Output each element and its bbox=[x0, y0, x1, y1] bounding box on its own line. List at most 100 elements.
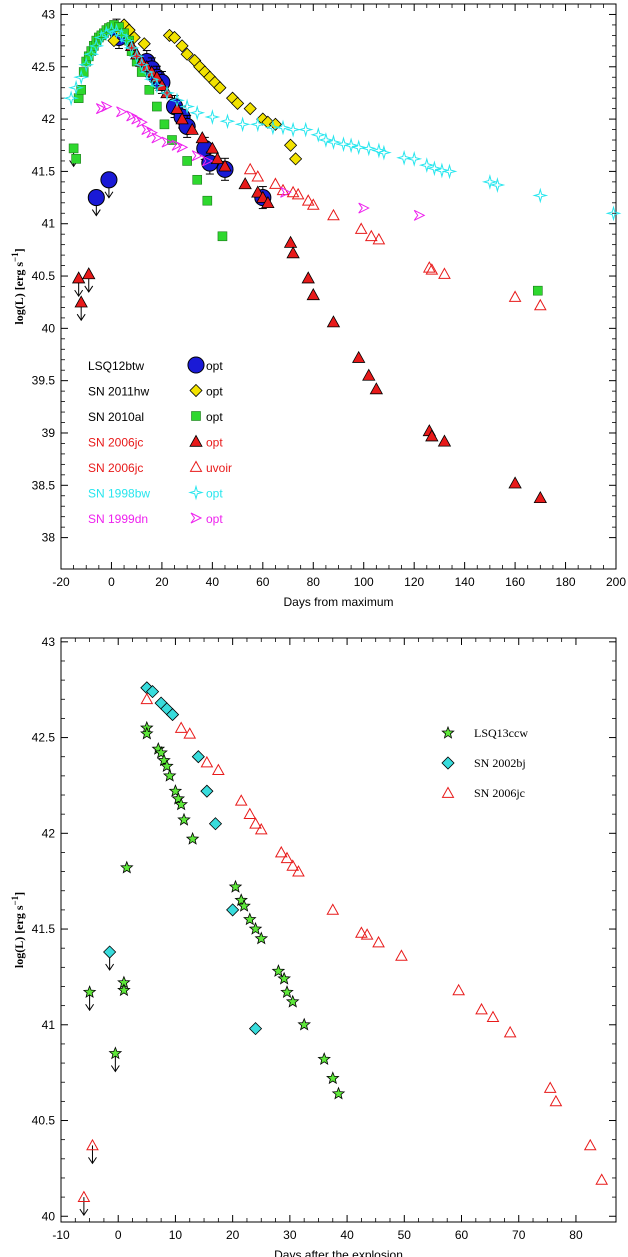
y-tick-label: 42.5 bbox=[32, 60, 56, 74]
data-point bbox=[360, 140, 377, 157]
series-2 bbox=[77, 692, 609, 1217]
data-point bbox=[437, 434, 452, 447]
data-point bbox=[182, 156, 192, 166]
data-point bbox=[218, 159, 232, 172]
data-point bbox=[280, 851, 294, 864]
data-point bbox=[362, 368, 376, 381]
x-tick-label: 160 bbox=[505, 575, 525, 589]
y-tick-label: 40.5 bbox=[32, 269, 56, 283]
data-point bbox=[151, 132, 163, 144]
data-point bbox=[243, 102, 257, 116]
data-point bbox=[355, 926, 368, 938]
data-point bbox=[486, 1010, 500, 1023]
upper-limit-arrow-head bbox=[88, 1157, 97, 1165]
data-point bbox=[283, 235, 298, 248]
legend-band: opt bbox=[206, 487, 223, 501]
upper-limit-arrow-head bbox=[84, 285, 94, 293]
legend-label: SN 2006jc bbox=[88, 436, 143, 450]
data-point bbox=[136, 116, 148, 128]
data-point bbox=[364, 229, 378, 242]
data-point bbox=[161, 136, 174, 148]
data-point bbox=[200, 784, 214, 798]
data-point bbox=[205, 141, 220, 154]
data-point bbox=[605, 205, 622, 222]
x-axis-label: Days from maximum bbox=[283, 595, 393, 609]
legend-marker bbox=[189, 460, 203, 472]
data-point bbox=[372, 935, 385, 948]
plot-frame bbox=[60, 637, 617, 1223]
data-point bbox=[120, 860, 134, 874]
data-point-upper-limit bbox=[77, 1190, 91, 1203]
data-point bbox=[280, 186, 292, 198]
data-point bbox=[325, 134, 342, 151]
x-tick-label: -10 bbox=[52, 1228, 70, 1242]
data-point bbox=[583, 1138, 597, 1151]
data-point bbox=[237, 898, 251, 912]
x-tick-label: 180 bbox=[556, 575, 576, 589]
data-point bbox=[95, 103, 108, 115]
data-point bbox=[219, 113, 236, 130]
data-point bbox=[481, 173, 498, 190]
data-point bbox=[371, 142, 387, 159]
data-point bbox=[275, 119, 291, 136]
data-point bbox=[532, 187, 549, 204]
legend-label: SN 1998bw bbox=[88, 487, 150, 501]
data-point bbox=[433, 162, 450, 179]
y-tick-label: 38 bbox=[42, 531, 56, 545]
data-point bbox=[169, 92, 185, 109]
data-point bbox=[413, 209, 426, 221]
chart-top-panel: -20 0 20 40 60 80 100 120 140 160 180 200 38 38.5 39 39… bbox=[10, 3, 626, 609]
data-point bbox=[171, 791, 186, 805]
y-tick-label: 39 bbox=[42, 426, 56, 440]
data-point-upper-limit bbox=[100, 171, 118, 189]
y-tick-label: 43 bbox=[42, 635, 56, 649]
legend-label: SN 2002bj bbox=[474, 756, 526, 770]
data-point bbox=[140, 726, 154, 740]
data-point bbox=[150, 70, 164, 83]
data-point bbox=[358, 202, 370, 214]
data-point bbox=[291, 187, 305, 200]
data-point bbox=[144, 84, 155, 95]
data-point bbox=[285, 121, 302, 138]
data-point bbox=[248, 1022, 263, 1036]
upper-limit-arrow-head bbox=[104, 191, 114, 199]
data-point bbox=[271, 964, 286, 977]
x-tick-label: 120 bbox=[404, 575, 424, 589]
data-point bbox=[286, 246, 300, 259]
data-point bbox=[185, 831, 200, 845]
data-point bbox=[166, 708, 180, 722]
legend-marker bbox=[191, 411, 201, 421]
x-tick-label: 60 bbox=[256, 575, 270, 589]
data-point bbox=[274, 845, 288, 858]
data-point bbox=[159, 84, 175, 101]
data-point bbox=[422, 261, 436, 273]
data-point bbox=[289, 152, 303, 166]
data-point bbox=[117, 983, 131, 997]
data-point bbox=[441, 163, 458, 180]
y-tick-label: 42.5 bbox=[32, 731, 56, 745]
data-point bbox=[98, 25, 115, 42]
data-point bbox=[140, 692, 154, 705]
data-point bbox=[243, 807, 257, 820]
data-point bbox=[73, 69, 90, 86]
data-point bbox=[503, 1025, 517, 1038]
x-tick-label: 0 bbox=[108, 575, 115, 589]
data-point-upper-limit bbox=[108, 1046, 123, 1060]
data-point bbox=[100, 101, 113, 112]
data-point bbox=[126, 110, 138, 122]
series-2 bbox=[68, 20, 543, 296]
y-tick-label: 41.5 bbox=[32, 164, 56, 178]
legend-label: LSQ13ccw bbox=[474, 726, 528, 740]
legend-band: opt bbox=[206, 512, 223, 526]
x-tick-label: 100 bbox=[354, 575, 374, 589]
upper-limit-arrow-head bbox=[76, 313, 86, 322]
data-point bbox=[306, 198, 320, 210]
data-point bbox=[141, 124, 153, 136]
data-point bbox=[68, 79, 84, 96]
data-point bbox=[254, 822, 268, 835]
data-point bbox=[128, 48, 145, 65]
data-point bbox=[354, 222, 368, 234]
data-point bbox=[375, 144, 392, 161]
y-tick-label: 41 bbox=[42, 1018, 56, 1032]
legend-label: SN 2006jc bbox=[88, 461, 143, 475]
